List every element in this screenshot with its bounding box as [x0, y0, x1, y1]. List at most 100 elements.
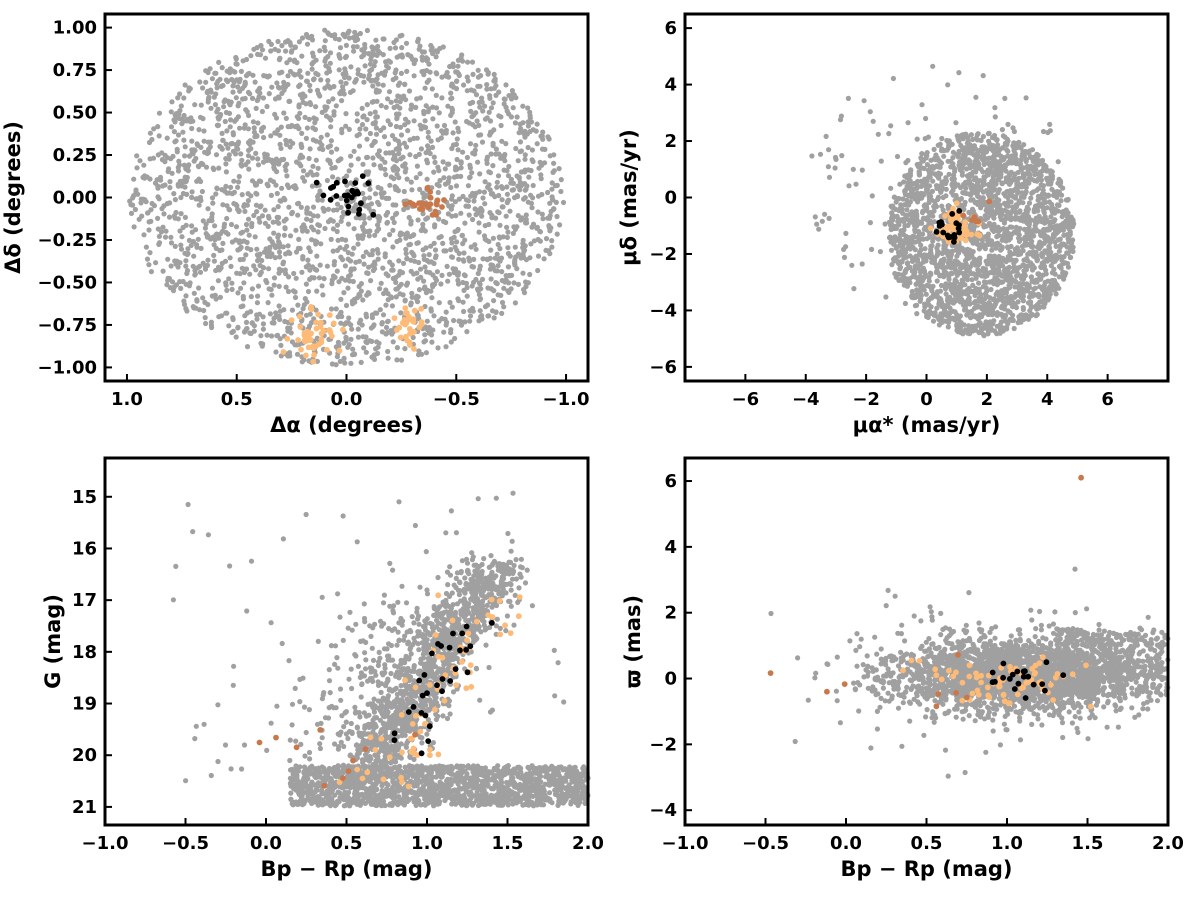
- sky-point: [311, 76, 317, 82]
- proper-motion-point: [931, 219, 938, 225]
- sky-point: [296, 200, 302, 206]
- sky-point: [464, 329, 470, 335]
- proper-motion-point: [996, 176, 1002, 182]
- sky-point: [349, 298, 355, 304]
- sky-point: [228, 221, 235, 228]
- sky-point: [313, 104, 319, 110]
- proper-motion-point: [922, 271, 929, 277]
- sky-point: [441, 175, 447, 181]
- sky-point: [328, 236, 334, 242]
- sky-point: [359, 122, 366, 128]
- sky-point: [301, 332, 308, 339]
- sky-point: [402, 201, 409, 208]
- proper-motion-point: [1056, 248, 1062, 254]
- sky-point: [375, 222, 381, 228]
- sky-point: [287, 325, 293, 331]
- sky-point: [137, 158, 143, 164]
- sky-point: [550, 169, 556, 175]
- sky-point: [337, 311, 343, 317]
- sky-point: [351, 245, 357, 251]
- sky-point: [391, 219, 397, 226]
- proper-motion-point: [1023, 156, 1030, 162]
- sky-point: [456, 196, 462, 202]
- sky-point: [293, 275, 299, 281]
- sky-point: [198, 245, 204, 251]
- sky-point: [182, 214, 188, 220]
- sky-point: [224, 310, 230, 316]
- sky-point: [286, 350, 293, 356]
- proper-motion-point: [932, 310, 938, 316]
- sky-point: [413, 153, 419, 160]
- sky-point: [212, 223, 218, 229]
- sky-point: [415, 36, 421, 42]
- sky-point: [547, 213, 553, 219]
- sky-point: [166, 214, 173, 220]
- sky-point: [300, 154, 306, 160]
- sky-point: [327, 143, 333, 149]
- sky-point: [358, 359, 364, 365]
- sky-point: [325, 30, 331, 36]
- sky-point: [554, 231, 560, 237]
- sky-point: [433, 277, 440, 283]
- sky-point: [328, 185, 334, 191]
- sky-point: [499, 197, 505, 203]
- proper-motion-point: [950, 192, 956, 198]
- sky-point: [376, 226, 382, 232]
- sky-point: [327, 50, 334, 56]
- sky-point: [182, 82, 188, 88]
- sky-point: [262, 55, 269, 61]
- sky-point: [264, 103, 270, 110]
- sky-point: [464, 154, 470, 161]
- proper-motion-point: [915, 258, 921, 264]
- proper-motion-point: [929, 188, 936, 194]
- sky-point: [384, 220, 390, 226]
- sky-point: [175, 181, 181, 187]
- proper-motion-point: [1015, 299, 1021, 305]
- sky-point: [422, 85, 428, 91]
- sky-point: [280, 244, 286, 250]
- sky-point: [211, 252, 217, 258]
- sky-point: [183, 258, 189, 264]
- sky-point: [327, 196, 334, 203]
- sky-point: [414, 96, 420, 102]
- proper-motion-point: [958, 270, 964, 276]
- proper-motion-point: [904, 207, 910, 213]
- proper-motion-point: [1070, 248, 1076, 255]
- sky-point: [202, 225, 208, 231]
- sky-point: [487, 118, 494, 124]
- sky-point: [317, 93, 323, 99]
- sky-point: [394, 210, 400, 216]
- sky-point: [428, 288, 434, 294]
- proper-motion-point: [1016, 317, 1023, 323]
- sky-point: [202, 315, 208, 321]
- sky-point: [525, 119, 531, 125]
- sky-point: [320, 192, 327, 199]
- sky-point: [313, 157, 319, 163]
- sky-point: [375, 214, 381, 220]
- proper-motion-point: [928, 210, 934, 216]
- sky-point: [283, 141, 289, 147]
- sky-point: [334, 201, 341, 207]
- sky-point: [197, 269, 204, 275]
- sky-point: [203, 221, 209, 227]
- sky-point: [345, 209, 351, 216]
- sky-point: [208, 139, 214, 145]
- proper-motion-point: [995, 150, 1001, 156]
- sky-point: [375, 43, 381, 50]
- sky-point: [401, 206, 407, 213]
- proper-motion-point: [907, 276, 913, 282]
- sky-point: [318, 336, 325, 342]
- sky-point: [412, 258, 418, 264]
- sky-point: [156, 240, 163, 246]
- sky-point: [431, 313, 437, 319]
- sky-point: [373, 346, 379, 352]
- proper-motion-point: [1004, 294, 1011, 301]
- sky-point: [494, 268, 500, 274]
- sky-point: [131, 193, 137, 199]
- sky-point: [409, 201, 416, 208]
- sky-point: [287, 144, 293, 150]
- sky-point: [317, 48, 323, 54]
- sky-point: [281, 232, 287, 238]
- sky-point: [484, 157, 490, 163]
- sky-point: [350, 278, 356, 285]
